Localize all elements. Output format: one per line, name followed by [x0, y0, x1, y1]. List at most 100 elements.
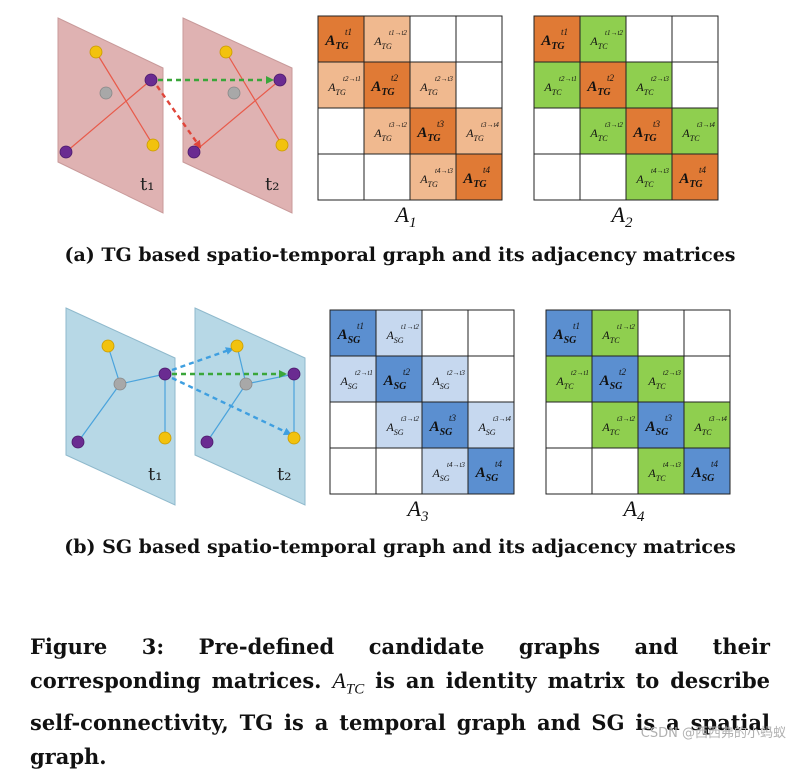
matrix-cell — [637, 447, 685, 495]
matrix-entry: ATG — [416, 125, 441, 144]
figure-caption-math-sub: TC — [345, 681, 365, 698]
edge — [206, 383, 247, 443]
matrix-entry: ATC — [635, 172, 654, 189]
matrix-entry-superscript: t3→t4 — [481, 121, 499, 129]
matrix-cell — [317, 153, 365, 201]
matrix-cell — [591, 401, 639, 449]
matrix-cell — [533, 61, 581, 109]
caption-sg: (b) SG based spatio-temporal graph and i… — [64, 536, 736, 558]
matrix-entry-superscript: t1 — [345, 27, 352, 37]
matrix-entry: ASG — [691, 465, 716, 484]
node-purple — [187, 145, 201, 159]
matrix-entry: ATC — [543, 80, 562, 97]
matrix-entry-superscript: t1→t2 — [617, 323, 635, 331]
matrix-cell — [409, 107, 457, 155]
node-purple — [158, 367, 172, 381]
matrix-cell — [637, 401, 685, 449]
matrix-entry-superscript: t1 — [573, 321, 580, 331]
node-gray — [227, 86, 241, 100]
matrix-cell — [317, 15, 365, 63]
matrix-entry-superscript: t4 — [711, 459, 719, 469]
matrix-entry: ATG — [370, 79, 395, 98]
matrix-entry: ASG — [599, 373, 624, 392]
matrix-entry: ASG — [429, 419, 454, 438]
matrix-entry-superscript: t3→t2 — [401, 415, 419, 423]
matrix-cell — [533, 153, 581, 201]
edge — [107, 345, 121, 385]
matrix-entry: ATC — [601, 420, 620, 437]
matrix-entry: ATC — [681, 126, 700, 143]
matrix-entry-superscript: t3→t2 — [389, 121, 407, 129]
temporal-arrow-cross — [156, 85, 202, 149]
matrix-entry: ATG — [419, 80, 438, 97]
matrix-cell — [329, 447, 377, 495]
matrix-entry-superscript: t4→t3 — [435, 167, 453, 175]
matrix-cell — [317, 107, 365, 155]
plane-label-1: t₁ — [140, 174, 154, 195]
matrix-cell — [363, 15, 411, 63]
matrix-entry-superscript: t4 — [483, 165, 491, 175]
matrix-entry-superscript: t2 — [619, 367, 627, 377]
node-yellow — [89, 45, 103, 59]
node-purple — [273, 73, 287, 87]
matrix-entry-superscript: t3 — [437, 119, 445, 129]
matrix-entry-superscript: t4 — [699, 165, 707, 175]
matrix-entry: ATC — [647, 466, 666, 483]
matrix-cell — [467, 401, 515, 449]
matrix-cell — [363, 107, 411, 155]
matrix-entry-superscript: t4 — [495, 459, 503, 469]
temporal-arrow-down — [171, 376, 292, 436]
matrix-entry: ATC — [647, 374, 666, 391]
matrix-cell — [625, 15, 673, 63]
matrix-entry-superscript: t2 — [391, 73, 399, 83]
edge — [65, 79, 152, 153]
matrix-cell — [637, 355, 685, 403]
matrix-label: A3 — [406, 496, 429, 525]
node-yellow — [158, 431, 172, 445]
matrix-cell — [625, 153, 673, 201]
node-purple — [144, 73, 158, 87]
node-gray — [113, 377, 127, 391]
matrix-cell — [409, 61, 457, 109]
matrix-entry: ATG — [678, 171, 703, 190]
node-yellow — [287, 431, 301, 445]
matrix-entry-superscript: t1→t2 — [389, 29, 407, 37]
matrix-cell — [545, 309, 593, 357]
matrix-entry-superscript: t2→t3 — [435, 75, 453, 83]
matrix-cell — [671, 107, 719, 155]
matrix-entry: ATC — [601, 328, 620, 345]
node-yellow — [146, 138, 160, 152]
matrix-cell — [671, 15, 719, 63]
node-gray — [99, 86, 113, 100]
plane-label-2: t₂ — [265, 174, 279, 195]
matrix-entry: ATG — [462, 171, 487, 190]
matrix-cell — [683, 355, 731, 403]
edge — [95, 51, 154, 146]
matrix-entry-superscript: t2→t1 — [343, 75, 361, 83]
matrix-entry-superscript: t1→t2 — [401, 323, 419, 331]
caption-tg: (a) TG based spatio-temporal graph and i… — [64, 244, 736, 266]
matrix-entry: ASG — [337, 327, 362, 346]
matrix-entry: ASG — [477, 420, 495, 437]
matrix-cell — [409, 15, 457, 63]
edge — [77, 383, 121, 443]
figure-caption-math-main: A — [332, 668, 346, 693]
matrix-entry: ASG — [431, 466, 449, 483]
node-purple — [200, 435, 214, 449]
edge — [119, 373, 166, 385]
matrix-entry-superscript: t3→t4 — [697, 121, 715, 129]
matrix-entry: ATC — [635, 80, 654, 97]
matrix-cell — [683, 309, 731, 357]
matrix-cell — [375, 447, 423, 495]
matrix-cell — [683, 447, 731, 495]
matrix-cell — [579, 107, 627, 155]
matrix-cell — [637, 309, 685, 357]
matrix-entry: ASG — [385, 328, 403, 345]
matrix-cell — [533, 107, 581, 155]
